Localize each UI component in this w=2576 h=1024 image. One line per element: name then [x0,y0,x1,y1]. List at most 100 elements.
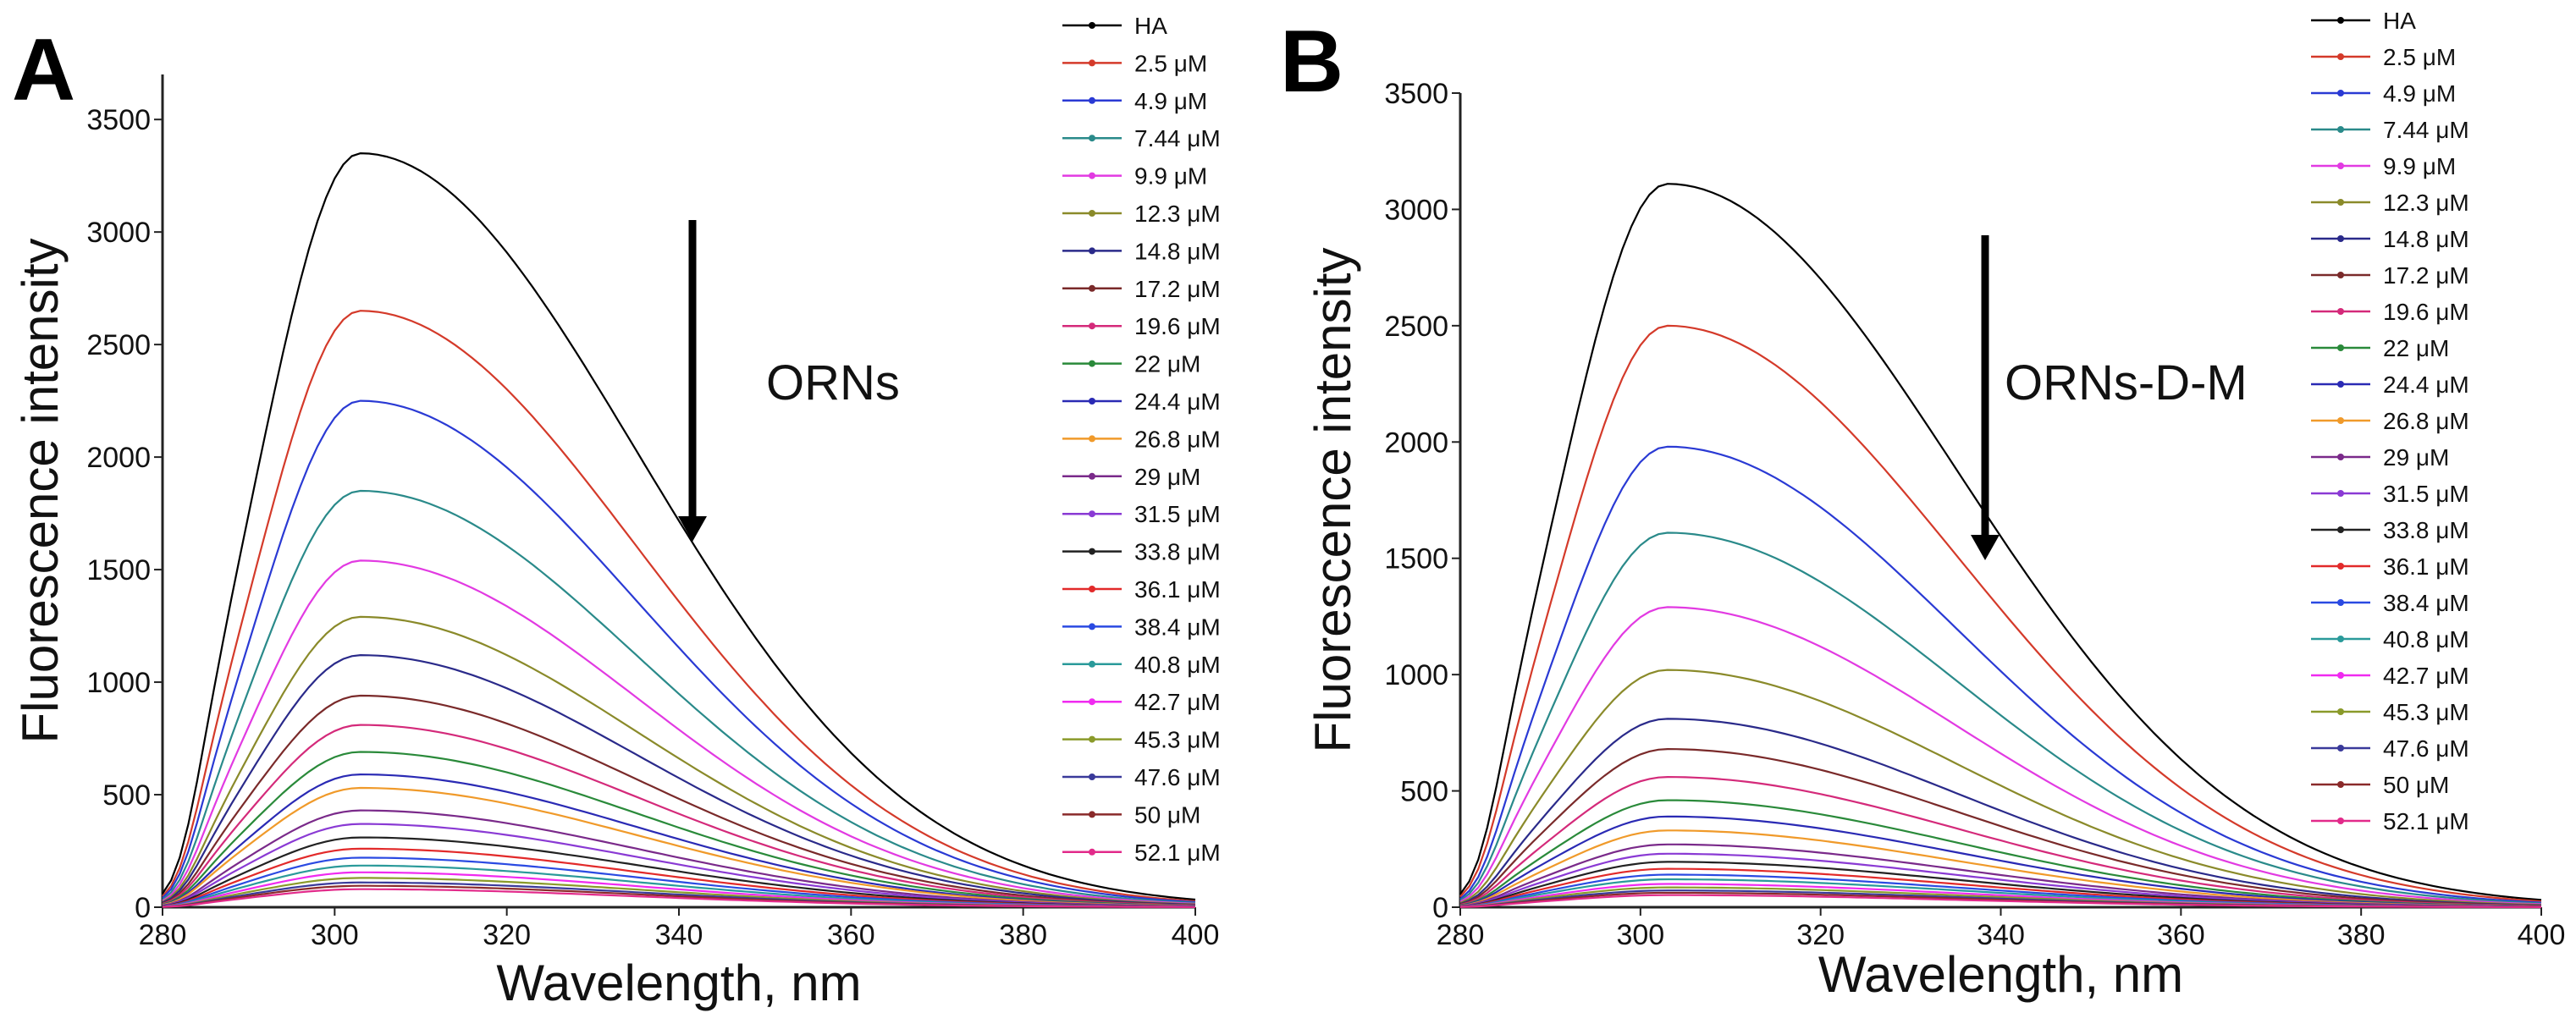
legend-marker [2337,272,2344,278]
legend-marker [2337,17,2344,24]
series-line [1459,775,2542,907]
x-tick-label: 280 [1437,919,1485,951]
legend-marker [1089,322,1095,330]
legend-marker [1089,623,1095,630]
series-line [1459,606,2542,906]
legend-label: 19.6 μM [2383,299,2469,325]
legend-label: 14.8 μM [2383,226,2469,252]
y-tick-label: 3500 [86,104,151,136]
legend-label: 42.7 μM [1134,689,1221,715]
legend-label: 4.9 μM [1134,88,1207,114]
legend-label: 17.2 μM [1134,276,1221,302]
legend-label: 29 μM [2383,444,2449,471]
legend-label: 50 μM [2383,772,2449,798]
series-line [1459,747,2542,907]
legend-label: 33.8 μM [1134,539,1221,565]
legend-label: 26.8 μM [2383,408,2469,434]
y-axis-title: Fluorescence intensity [12,239,69,744]
legend-label: 9.9 μM [1134,163,1207,190]
legend-marker [2337,417,2344,424]
legend-label: 7.44 μM [2383,117,2469,143]
y-tick-label: 1000 [1384,659,1448,691]
legend-marker [1089,811,1095,818]
legend-marker [1089,247,1095,255]
legend-label: 4.9 μM [2383,80,2456,107]
y-tick-label: 3000 [86,217,151,249]
legend-label: 2.5 μM [1134,50,1207,76]
legend-marker [2337,90,2344,96]
legend-label: 40.8 μM [1134,652,1221,678]
chart-panel-b: 280 300 320 340 360 380 400 0 500 1000 1500 2000 250… [1305,8,2565,1003]
legend-label: 29 μM [1134,464,1200,490]
legend-label: 40.8 μM [2383,626,2469,652]
series-line [1459,183,2542,901]
series-line [1459,669,2542,906]
series-line [162,751,1196,907]
legend-label: 38.4 μM [2383,590,2469,616]
legend-marker [1089,360,1095,367]
x-tick-label: 340 [1977,919,2025,951]
quencher-label: ORNs [766,355,900,410]
x-tick-label: 380 [2337,919,2386,951]
legend-label: 14.8 μM [1134,238,1221,264]
chart-panel-a: 280 300 320 340 360 380 400 0 500 1000 1500 2000 250… [12,13,1221,1011]
legend-marker [2337,672,2344,679]
legend-marker [1089,435,1095,443]
legend-label: 50 μM [1134,801,1200,828]
legend-label: 31.5 μM [2383,481,2469,507]
legend-label: 19.6 μM [1134,313,1221,339]
legend-marker [2337,454,2344,460]
series-line [162,653,1196,906]
quencher-label: ORNs-D-M [2005,355,2248,410]
down-arrow-icon [1971,535,2000,560]
legend-label: 22 μM [1134,351,1200,377]
series-line [162,489,1196,905]
x-tick-label: 340 [655,919,703,951]
legend-marker [1089,135,1095,142]
series-line [1459,718,2542,906]
legend-marker [2337,344,2344,351]
x-tick-label: 400 [1172,919,1220,951]
x-tick-label: 300 [311,919,359,951]
x-tick-label: 380 [999,919,1047,951]
series-line [162,786,1196,907]
series-line [1459,445,2542,904]
legend: HA 2.5 μM 4.9 μM 7.44 μM 9.9 μM 12.3 μM 14.8 μ… [1062,13,1221,866]
y-tick-label: 1500 [86,554,151,586]
legend-marker [2337,745,2344,751]
legend-marker [2337,563,2344,570]
legend-label: 31.5 μM [1134,501,1221,527]
legend-label: 12.3 μM [2383,190,2469,216]
legend-label: 38.4 μM [1134,614,1221,640]
legend-marker [2337,162,2344,169]
y-tick-label: 1500 [1384,543,1448,575]
legend-marker [1089,22,1095,29]
legend-label: HA [1134,13,1167,39]
y-axis-title: Fluorescence intensity [1305,248,1361,753]
legend: HA 2.5 μM 4.9 μM 7.44 μM 9.9 μM 12.3 μM 14.8 μ… [2311,8,2469,834]
legend-marker [1089,848,1095,856]
legend-marker [2337,199,2344,206]
legend-marker [2337,53,2344,60]
legend-marker [1089,96,1095,104]
legend-label: 36.1 μM [1134,576,1221,603]
legend-marker [2337,235,2344,242]
legend-marker [1089,586,1095,592]
legend-label: 47.6 μM [1134,764,1221,790]
y-tick-label: 2500 [1384,311,1448,343]
legend-label: 2.5 μM [2383,44,2456,70]
legend-label: 36.1 μM [2383,553,2469,580]
x-tick-label: 360 [2157,919,2205,951]
x-tick-label: 300 [1616,919,1664,951]
down-arrow-icon [678,516,707,542]
legend-label: 26.8 μM [1134,426,1221,452]
series-line [1459,894,2542,908]
legend-label: 24.4 μM [2383,372,2469,398]
legend-marker [1089,548,1095,555]
x-axis-title: Wavelength, nm [496,955,861,1011]
legend-marker [1089,510,1095,518]
y-tick-label: 2500 [86,329,151,361]
series-line [162,559,1196,905]
legend-label: 42.7 μM [2383,663,2469,689]
